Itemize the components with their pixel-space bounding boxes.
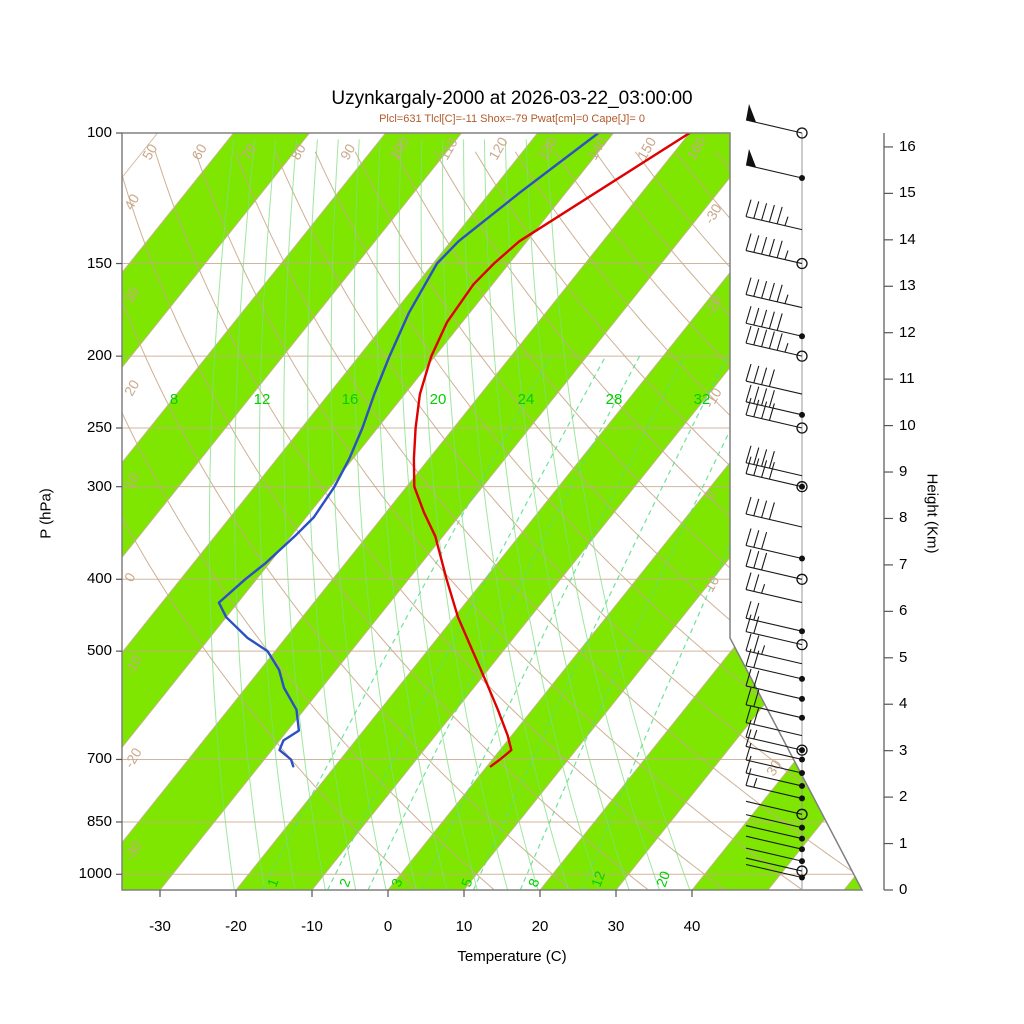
pressure-tick-label: 1000 [78, 865, 112, 883]
svg-text:30: 30 [763, 757, 785, 779]
height-tick-label: 16 [899, 137, 916, 155]
height-tick-label: 4 [899, 695, 908, 713]
height-tick-label: 8 [899, 509, 908, 527]
temperature-tick-label: 10 [455, 918, 473, 935]
svg-text:70: 70 [238, 141, 260, 163]
x-axis-label: Temperature (C) [457, 948, 567, 965]
temperature-tick-label: 30 [607, 918, 625, 935]
height-tick-label: 13 [899, 277, 916, 295]
height-tick-label: 6 [899, 602, 908, 620]
svg-text:8: 8 [170, 391, 178, 408]
svg-text:20: 20 [430, 391, 447, 408]
height-tick-label: 5 [899, 648, 908, 666]
pressure-tick-label: 150 [86, 254, 112, 272]
height-tick-label: 15 [899, 184, 916, 202]
page-title: Uzynkargaly-2000 at 2026-03-22_03:00:00 [331, 88, 693, 109]
temperature-tick-label: 0 [383, 918, 393, 935]
height-tick-label: 7 [899, 555, 908, 573]
height-tick-label: 1 [899, 834, 908, 852]
height-tick-label: 3 [899, 741, 908, 759]
svg-text:10: 10 [121, 470, 143, 492]
svg-text:60: 60 [188, 141, 210, 163]
pressure-tick-label: 500 [86, 642, 112, 660]
pressure-tick-label: 250 [86, 418, 112, 436]
svg-text:50: 50 [139, 141, 161, 163]
height-tick-label: 0 [899, 881, 908, 898]
svg-text:40: 40 [121, 191, 143, 213]
height-tick-label: 12 [899, 323, 916, 341]
temperature-tick-label: 40 [683, 918, 701, 935]
temperature-tick-label: -30 [149, 918, 171, 935]
pressure-tick-label: 700 [86, 750, 112, 768]
svg-text:20: 20 [121, 377, 143, 399]
pressure-tick-label: 300 [86, 477, 112, 495]
pressure-tick-label: 100 [86, 124, 112, 141]
svg-text:28: 28 [606, 391, 623, 408]
height-tick-label: 10 [899, 416, 916, 434]
temperature-tick-label: 20 [531, 918, 549, 935]
temperature-tick-label: -10 [301, 918, 323, 935]
svg-text:16: 16 [342, 391, 359, 408]
svg-text:80: 80 [287, 141, 309, 163]
sounding-indices-subtitle: Plcl=631 Tlcl[C]=-11 Shox=-79 Pwat[cm]=0… [379, 113, 645, 125]
height-tick-label: 9 [899, 463, 908, 481]
svg-text:24: 24 [518, 391, 535, 408]
svg-text:12: 12 [588, 869, 608, 889]
temperature-tick-label: -20 [225, 918, 247, 935]
svg-text:32: 32 [694, 391, 711, 408]
pressure-tick-label: 400 [86, 570, 112, 588]
svg-text:12: 12 [254, 391, 271, 408]
svg-text:10: 10 [701, 573, 723, 595]
svg-text:30: 30 [121, 284, 143, 306]
height-tick-label: 11 [899, 370, 915, 388]
svg-text:90: 90 [337, 141, 359, 163]
height-tick-label: 2 [899, 788, 908, 806]
svg-text:20: 20 [653, 869, 673, 889]
pressure-tick-label: 850 [86, 812, 112, 830]
pressure-tick-label: 200 [86, 347, 112, 365]
height-tick-label: 14 [899, 230, 916, 248]
